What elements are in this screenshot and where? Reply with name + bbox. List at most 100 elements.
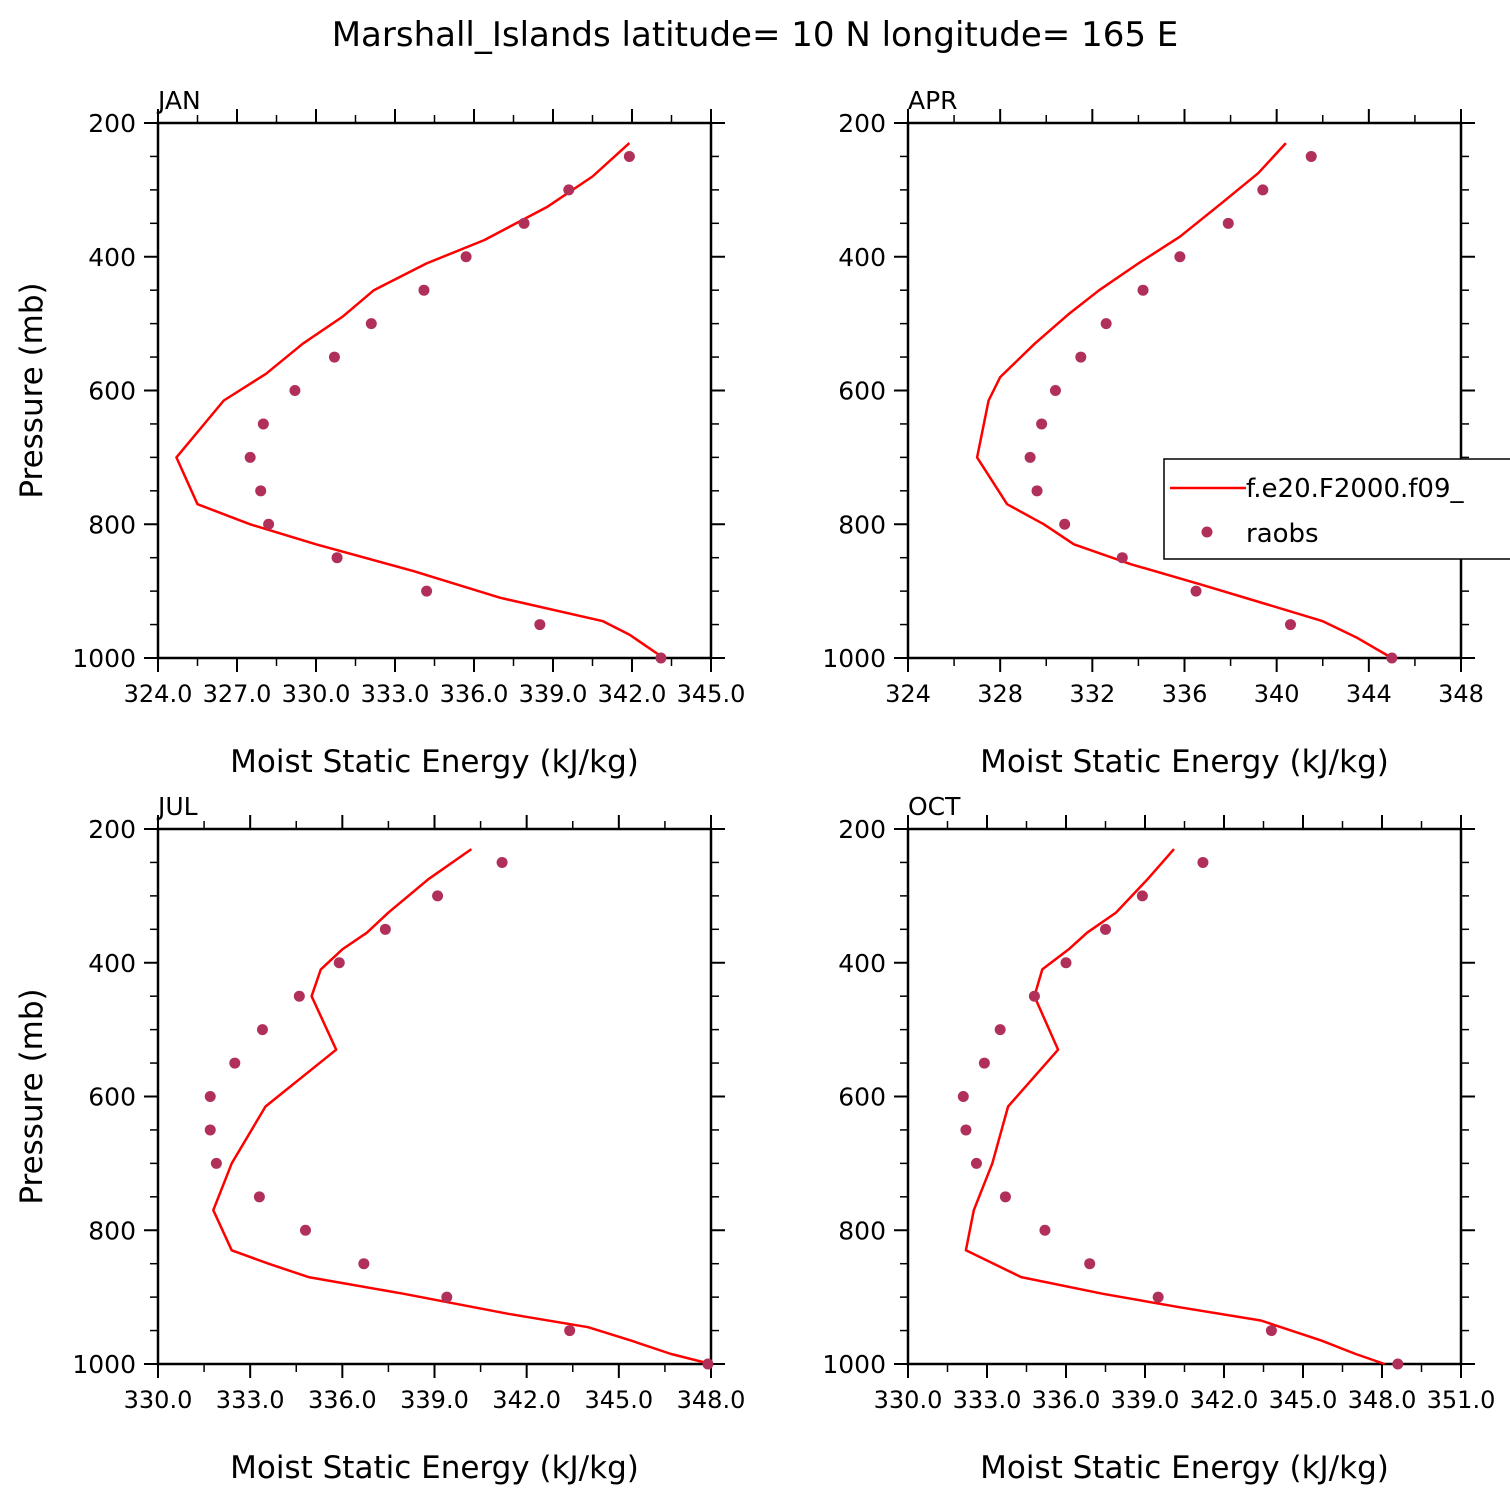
raobs-point (299, 1224, 311, 1236)
raobs-point (957, 1091, 969, 1102)
raobs-point (978, 1057, 990, 1069)
raobs-point (204, 1124, 216, 1136)
x-tick-label: 332 (1069, 680, 1115, 708)
x-tick-label: 342.0 (492, 1386, 561, 1414)
x-tick-label: 344 (1346, 680, 1392, 708)
y-tick-label: 600 (88, 377, 136, 406)
raobs-point (1039, 1224, 1051, 1236)
raobs-point (1152, 1291, 1164, 1303)
x-tick-label: 339.0 (1111, 1386, 1180, 1414)
raobs-point (365, 318, 377, 330)
x-axis-label: Moist Static Energy (kJ/kg) (980, 744, 1389, 780)
x-tick-label: 336.0 (440, 680, 509, 708)
raobs-point (994, 1024, 1006, 1036)
raobs-point (1075, 351, 1087, 363)
plot-frame (906, 827, 1463, 1366)
x-tick-label: 336.0 (308, 1386, 377, 1414)
y-tick-label: 1000 (72, 1350, 136, 1379)
raobs-point (204, 1091, 216, 1102)
figure-title: Marshall_Islands latitude= 10 N longitud… (332, 15, 1179, 55)
legend: f.e20.F2000.f09_raobs (1163, 458, 1510, 560)
y-tick-label: 600 (88, 1083, 136, 1112)
x-tick-label: 324.0 (124, 680, 193, 708)
y-tick-label: 800 (838, 1216, 886, 1245)
y-axis-label: Pressure (mb) (14, 282, 50, 498)
raobs-point (1059, 518, 1071, 530)
raobs-point (1100, 923, 1111, 935)
x-tick-label: 330.0 (874, 1386, 943, 1414)
series-model-line (975, 142, 1393, 660)
panel-apr: APR 324 328 332 336 340 344 348 200 400 600 800 1000… (822, 86, 1510, 780)
y-tick-label: 200 (88, 815, 136, 844)
panels: JAN 324.0 327.0 330.0 333.0 336.0 339.0 342.0 34… (14, 86, 1510, 1486)
x-tick-label: 340 (1254, 680, 1300, 708)
x-tick-label: 333.0 (953, 1386, 1022, 1414)
x-tick-label: 330.0 (282, 680, 351, 708)
y-tick-label: 200 (838, 815, 886, 844)
raobs-point (1265, 1325, 1277, 1337)
raobs-point (970, 1157, 982, 1169)
x-tick-label: 330.0 (124, 1386, 193, 1414)
raobs-point (441, 1291, 453, 1303)
raobs-point (1392, 1358, 1404, 1370)
raobs-point (244, 451, 256, 463)
raobs-point (421, 585, 433, 597)
raobs-point (1060, 957, 1072, 969)
raobs-point (564, 1325, 576, 1337)
panel-title: OCT (908, 792, 961, 821)
raobs-point (1084, 1258, 1096, 1270)
y-tick-label: 800 (88, 510, 136, 539)
raobs-point (418, 284, 430, 296)
y-tick-label: 800 (88, 1216, 136, 1245)
raobs-point (1284, 619, 1296, 631)
raobs-point (358, 1258, 370, 1270)
x-tick-label: 348.0 (677, 1386, 746, 1414)
raobs-point (328, 351, 340, 363)
raobs-point (960, 1124, 972, 1136)
raobs-point (1305, 150, 1317, 162)
y-tick-label: 400 (88, 243, 136, 272)
x-tick-label: 339.0 (519, 680, 588, 708)
y-tick-label: 400 (838, 243, 886, 272)
raobs-point (1386, 652, 1398, 664)
x-tick-label: 348.0 (1348, 1386, 1417, 1414)
raobs-point (1136, 890, 1148, 902)
raobs-point (1197, 856, 1209, 868)
raobs-point (257, 418, 269, 430)
y-tick-label: 1000 (822, 644, 886, 673)
raobs-point (518, 217, 530, 229)
y-tick-label: 600 (838, 1083, 886, 1112)
y-tick-label: 400 (88, 949, 136, 978)
x-tick-label: 333.0 (216, 1386, 285, 1414)
raobs-point (263, 518, 275, 530)
raobs-point (331, 552, 343, 564)
raobs-point (289, 385, 301, 396)
raobs-point (293, 990, 305, 1002)
raobs-point (333, 957, 345, 969)
panel-title: JUL (156, 792, 198, 821)
series-model-line (175, 142, 665, 660)
y-tick-label: 200 (88, 109, 136, 138)
series-model-line (964, 848, 1386, 1366)
x-axis-label: Moist Static Energy (kJ/kg) (230, 744, 639, 780)
x-axis-label: Moist Static Energy (kJ/kg) (230, 1450, 639, 1486)
raobs-point (1137, 284, 1149, 296)
y-tick-label: 400 (838, 949, 886, 978)
legend-model-label: f.e20.F2000.f09_ (1246, 474, 1464, 504)
legend-obs-label: raobs (1246, 519, 1319, 549)
raobs-point (210, 1157, 222, 1169)
raobs-point (623, 150, 635, 162)
raobs-point (253, 1191, 265, 1203)
raobs-point (1116, 552, 1128, 564)
x-tick-label: 342.0 (1190, 1386, 1259, 1414)
x-axis-label: Moist Static Energy (kJ/kg) (980, 1450, 1389, 1486)
raobs-point (255, 485, 267, 497)
y-tick-label: 1000 (72, 644, 136, 673)
raobs-point (1024, 451, 1036, 463)
x-tick-label: 328 (977, 680, 1023, 708)
raobs-point (379, 923, 391, 935)
raobs-point (432, 890, 444, 902)
x-tick-label: 345.0 (1269, 1386, 1338, 1414)
raobs-point (999, 1191, 1011, 1203)
panel-title: APR (908, 86, 958, 115)
